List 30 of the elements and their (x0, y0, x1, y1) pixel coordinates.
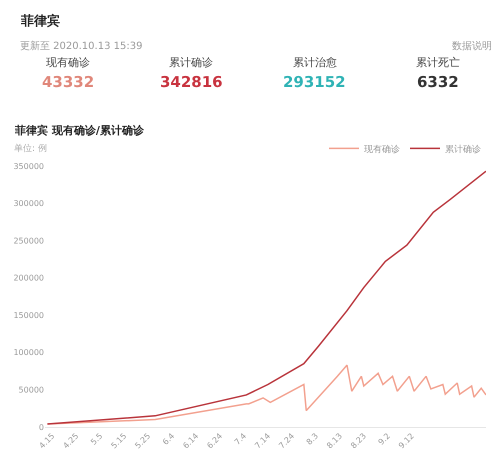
y-axis-title: 单位: 例 (14, 143, 47, 154)
legend-label: 累计确诊 (445, 144, 481, 155)
x-tick-label: 7.4 (232, 431, 248, 447)
text: 更新至 2020.10.13 15:39 (20, 40, 142, 52)
y-tick-label: 350000 (13, 162, 44, 171)
text: 293152 (283, 73, 346, 91)
x-tick-label: 9.2 (376, 431, 392, 447)
text: 6332 (417, 73, 459, 91)
text: 累计死亡 (416, 56, 460, 69)
text: 数据说明 (452, 40, 492, 52)
y-tick-label: 300000 (13, 199, 44, 208)
y-tick-label: 150000 (13, 310, 44, 320)
y-tick-label: 50000 (18, 386, 44, 395)
y-tick-label: 100000 (13, 348, 44, 358)
text: 342816 (160, 73, 223, 91)
y-tick-label: 0 (38, 422, 44, 432)
text: 累计治愈 (293, 56, 337, 69)
y-tick-label: 250000 (13, 236, 44, 246)
chart-title: 菲律宾 现有确诊/累计确诊 (14, 124, 145, 137)
y-tick-label: 200000 (13, 274, 44, 283)
x-tick-label: 5.5 (89, 431, 104, 447)
x-tick-label: 8.3 (304, 431, 320, 447)
legend-label: 现有确诊 (364, 144, 400, 155)
text: 累计确诊 (169, 56, 213, 69)
x-tick-label: 6.4 (160, 431, 176, 447)
text: 菲律宾 (20, 13, 60, 29)
line-series (46, 170, 486, 425)
text: 43332 (42, 73, 94, 91)
text: 现有确诊 (46, 56, 90, 69)
line-series (46, 364, 486, 425)
